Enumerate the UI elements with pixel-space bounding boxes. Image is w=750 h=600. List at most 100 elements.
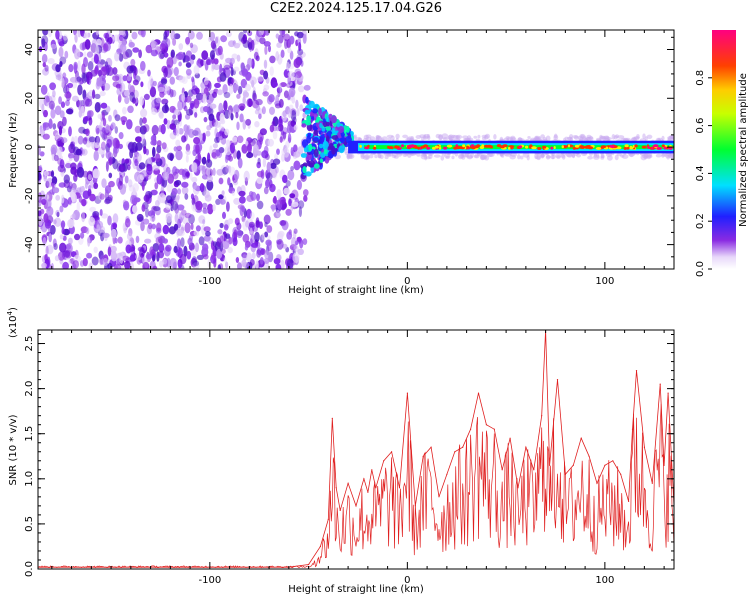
- heatmap-cell: [63, 174, 70, 184]
- heatmap-cell: [184, 212, 192, 219]
- heatmap-cell: [224, 155, 229, 164]
- heatmap-cell: [286, 231, 293, 240]
- heatmap-cell: [100, 213, 109, 219]
- heatmap-cell: [440, 155, 445, 161]
- heatmap-cell: [181, 92, 186, 103]
- heatmap-cell: [60, 101, 66, 108]
- heatmap-cell: [302, 238, 308, 246]
- heatmap-cell: [326, 136, 330, 142]
- heatmap-cell: [193, 137, 201, 145]
- heatmap-cell: [318, 130, 322, 135]
- heatmap-cell: [257, 157, 261, 165]
- heatmap-cell: [74, 233, 81, 241]
- heatmap-cell: [152, 254, 156, 262]
- snr-point: [462, 446, 464, 448]
- heatmap-cell: [256, 200, 264, 210]
- heatmap-cell: [159, 43, 166, 51]
- heatmap-cell: [68, 181, 73, 190]
- heatmap-cell: [48, 233, 52, 243]
- heatmap-cell: [242, 254, 248, 262]
- heatmap-cell: [294, 240, 299, 246]
- heatmap-cell: [62, 235, 67, 241]
- heatmap-cell: [256, 177, 264, 184]
- heatmap-cell: [105, 64, 112, 73]
- heatmap-cell: [534, 153, 538, 160]
- heatmap-cell: [140, 81, 144, 88]
- heatmap-cell: [55, 74, 62, 81]
- heatmap-cell: [86, 252, 93, 259]
- heatmap-cell: [62, 72, 67, 79]
- heatmap-cell: [194, 112, 198, 118]
- heatmap-cell: [438, 134, 443, 141]
- heatmap-cell: [169, 257, 177, 269]
- heatmap-cell: [499, 145, 505, 149]
- heatmap-cell: [242, 119, 247, 130]
- heatmap-cell: [246, 98, 254, 107]
- heatmap-cell: [52, 123, 57, 130]
- heatmap-cell: [374, 154, 378, 159]
- heatmap-cell: [89, 193, 96, 202]
- heatmap-cell: [519, 155, 524, 160]
- heatmap-cell: [202, 219, 206, 225]
- heatmap-cell: [185, 108, 194, 116]
- heatmap-cell: [211, 252, 216, 260]
- heatmap-cell: [255, 217, 260, 226]
- heatmap-cell: [57, 120, 64, 130]
- snr-point: [588, 455, 590, 457]
- heatmap-cell: [50, 170, 55, 178]
- heatmap-cell: [58, 46, 64, 58]
- heatmap-cell: [170, 49, 175, 58]
- heatmap-cell: [275, 33, 280, 39]
- heatmap-cell: [88, 117, 93, 126]
- heatmap-cell: [238, 31, 245, 42]
- heatmap-cell: [68, 126, 72, 137]
- heatmap-cell: [249, 41, 253, 53]
- heatmap-cell: [236, 150, 241, 160]
- heatmap-cell: [250, 234, 255, 245]
- heatmap-cell: [147, 69, 151, 77]
- heatmap-cell: [65, 84, 70, 94]
- heatmap-cell: [176, 194, 180, 200]
- heatmap-cell: [147, 210, 156, 217]
- heatmap-cell: [415, 135, 422, 139]
- x-tick-label: -100: [198, 575, 221, 586]
- snr-point: [430, 446, 432, 448]
- heatmap-cell: [285, 208, 292, 216]
- heatmap-cell: [51, 153, 55, 161]
- heatmap-cell: [156, 144, 162, 154]
- heatmap-cell: [208, 113, 215, 121]
- heatmap-cell: [402, 134, 408, 139]
- plot1-ticks: -100 0 100 -40 -20 0 20 40: [24, 30, 674, 287]
- heatmap-cell: [110, 228, 117, 239]
- heatmap-cell: [193, 98, 200, 109]
- heatmap-cell: [179, 212, 185, 221]
- heatmap-cell: [245, 220, 250, 228]
- heatmap-cell: [65, 99, 70, 107]
- heatmap-cell: [299, 104, 304, 112]
- heatmap-cell: [230, 113, 234, 121]
- heatmap-cell: [287, 81, 293, 87]
- heatmap-cell: [225, 233, 231, 239]
- y-tick-label: 2.0: [24, 381, 35, 397]
- heatmap-cell: [297, 146, 304, 155]
- heatmap-cell: [178, 128, 184, 135]
- y-tick-label: 0.5: [24, 516, 35, 532]
- heatmap-cell: [209, 145, 213, 155]
- heatmap-cell: [297, 48, 304, 56]
- heatmap-cell: [290, 166, 294, 171]
- heatmap-cell: [277, 34, 284, 44]
- heatmap-cell: [258, 113, 262, 120]
- snr-point: [470, 428, 472, 430]
- heatmap-cell: [296, 179, 302, 191]
- heatmap-cell: [39, 151, 45, 157]
- heatmap-cell: [122, 199, 127, 205]
- heatmap-cell: [312, 108, 318, 114]
- heatmap-cell: [143, 146, 147, 155]
- heatmap-cell: [250, 212, 255, 220]
- heatmap-cell: [240, 62, 245, 70]
- heatmap-cell: [656, 146, 662, 150]
- heatmap-cell: [90, 43, 97, 53]
- heatmap-cell: [253, 144, 259, 155]
- colorbar-tick-label: 0.2: [695, 213, 706, 229]
- heatmap-cell: [228, 84, 234, 95]
